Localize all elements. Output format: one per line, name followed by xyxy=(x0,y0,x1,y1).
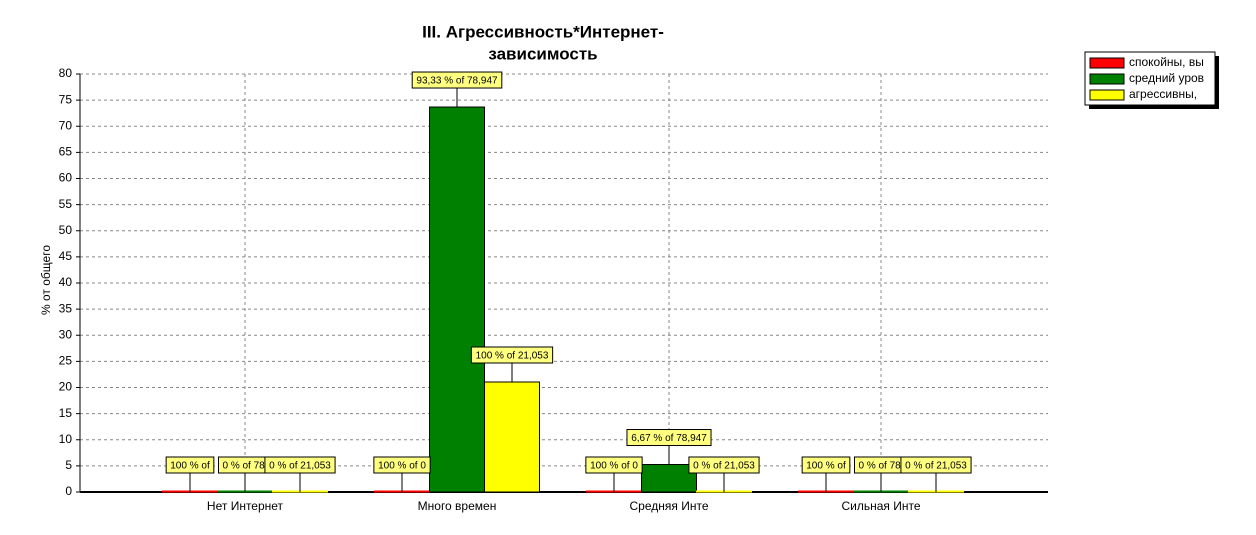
chart-title: III. Агрессивность*Интернет- xyxy=(422,22,664,41)
y-tick-label: 10 xyxy=(59,432,73,446)
data-label: 0 % of 21,053 xyxy=(905,461,967,472)
x-tick-label: Нет Интернет xyxy=(207,499,284,513)
x-tick-label: Средняя Инте xyxy=(630,499,709,513)
data-label: 100 % of xyxy=(170,461,210,472)
y-tick-label: 75 xyxy=(59,92,73,106)
data-label: 0 % of 21,053 xyxy=(269,461,331,472)
data-label: 0 % of 78, xyxy=(858,461,903,472)
data-label: 0 % of 78, xyxy=(222,461,267,472)
label-box xyxy=(900,456,972,474)
label-box xyxy=(585,456,643,474)
data-label: 0 % of 21,053 xyxy=(693,461,755,472)
legend-label: средний уров xyxy=(1129,71,1204,85)
data-label: 6,67 % of 78,947 xyxy=(631,433,707,444)
x-tick-label: Сильная Инте xyxy=(841,499,920,513)
label-box xyxy=(165,456,215,474)
data-label: 93,33 % of 78,947 xyxy=(416,76,498,87)
data-label: 100 % of 0 xyxy=(378,461,426,472)
legend-swatch xyxy=(1089,89,1125,101)
y-tick-label: 30 xyxy=(59,327,73,341)
y-tick-label: 50 xyxy=(59,223,73,237)
label-box xyxy=(264,456,336,474)
label-box xyxy=(626,429,712,447)
data-label: 100 % of 0 xyxy=(590,461,638,472)
legend-swatch xyxy=(1089,57,1125,69)
y-tick-label: 45 xyxy=(59,249,73,263)
y-tick-label: 20 xyxy=(59,380,73,394)
bar xyxy=(429,106,485,493)
x-tick-label: Много времен xyxy=(418,499,497,513)
y-tick-label: 35 xyxy=(59,301,73,315)
label-box xyxy=(373,456,431,474)
chart-title: зависимость xyxy=(488,44,597,63)
y-tick-label: 65 xyxy=(59,145,73,159)
bar xyxy=(641,464,697,493)
label-box xyxy=(688,456,760,474)
legend-label: агрессивны, xyxy=(1129,87,1197,101)
y-tick-label: 40 xyxy=(59,275,73,289)
bar xyxy=(484,381,540,493)
y-tick-label: 25 xyxy=(59,354,73,368)
y-tick-label: 55 xyxy=(59,197,73,211)
y-tick-label: 70 xyxy=(59,118,73,132)
y-tick-label: 0 xyxy=(65,484,72,498)
data-labels: 100 % of 100 % of 0 100 % of 0 100 % of 0 % … xyxy=(165,71,972,492)
legend-swatch xyxy=(1089,73,1125,85)
data-label: 100 % of 21,053 xyxy=(476,351,549,362)
y-tick-label: 5 xyxy=(65,458,72,472)
label-box xyxy=(470,346,554,364)
label-box xyxy=(801,456,851,474)
y-tick-label: 15 xyxy=(59,406,73,420)
y-axis-label: % от общего xyxy=(39,245,53,315)
y-tick-label: 80 xyxy=(59,66,73,80)
label-box xyxy=(411,71,503,89)
legend: спокойны, вы средний уров агрессивны, xyxy=(1084,51,1219,109)
legend-label: спокойны, вы xyxy=(1129,55,1204,69)
plot-area: 0 5 10 15 20 25 30 35 40 45 50 55 60 65 70 75 80 Нет Инте… xyxy=(59,66,1048,513)
data-label: 100 % of xyxy=(806,461,846,472)
y-tick-label: 60 xyxy=(59,171,73,185)
